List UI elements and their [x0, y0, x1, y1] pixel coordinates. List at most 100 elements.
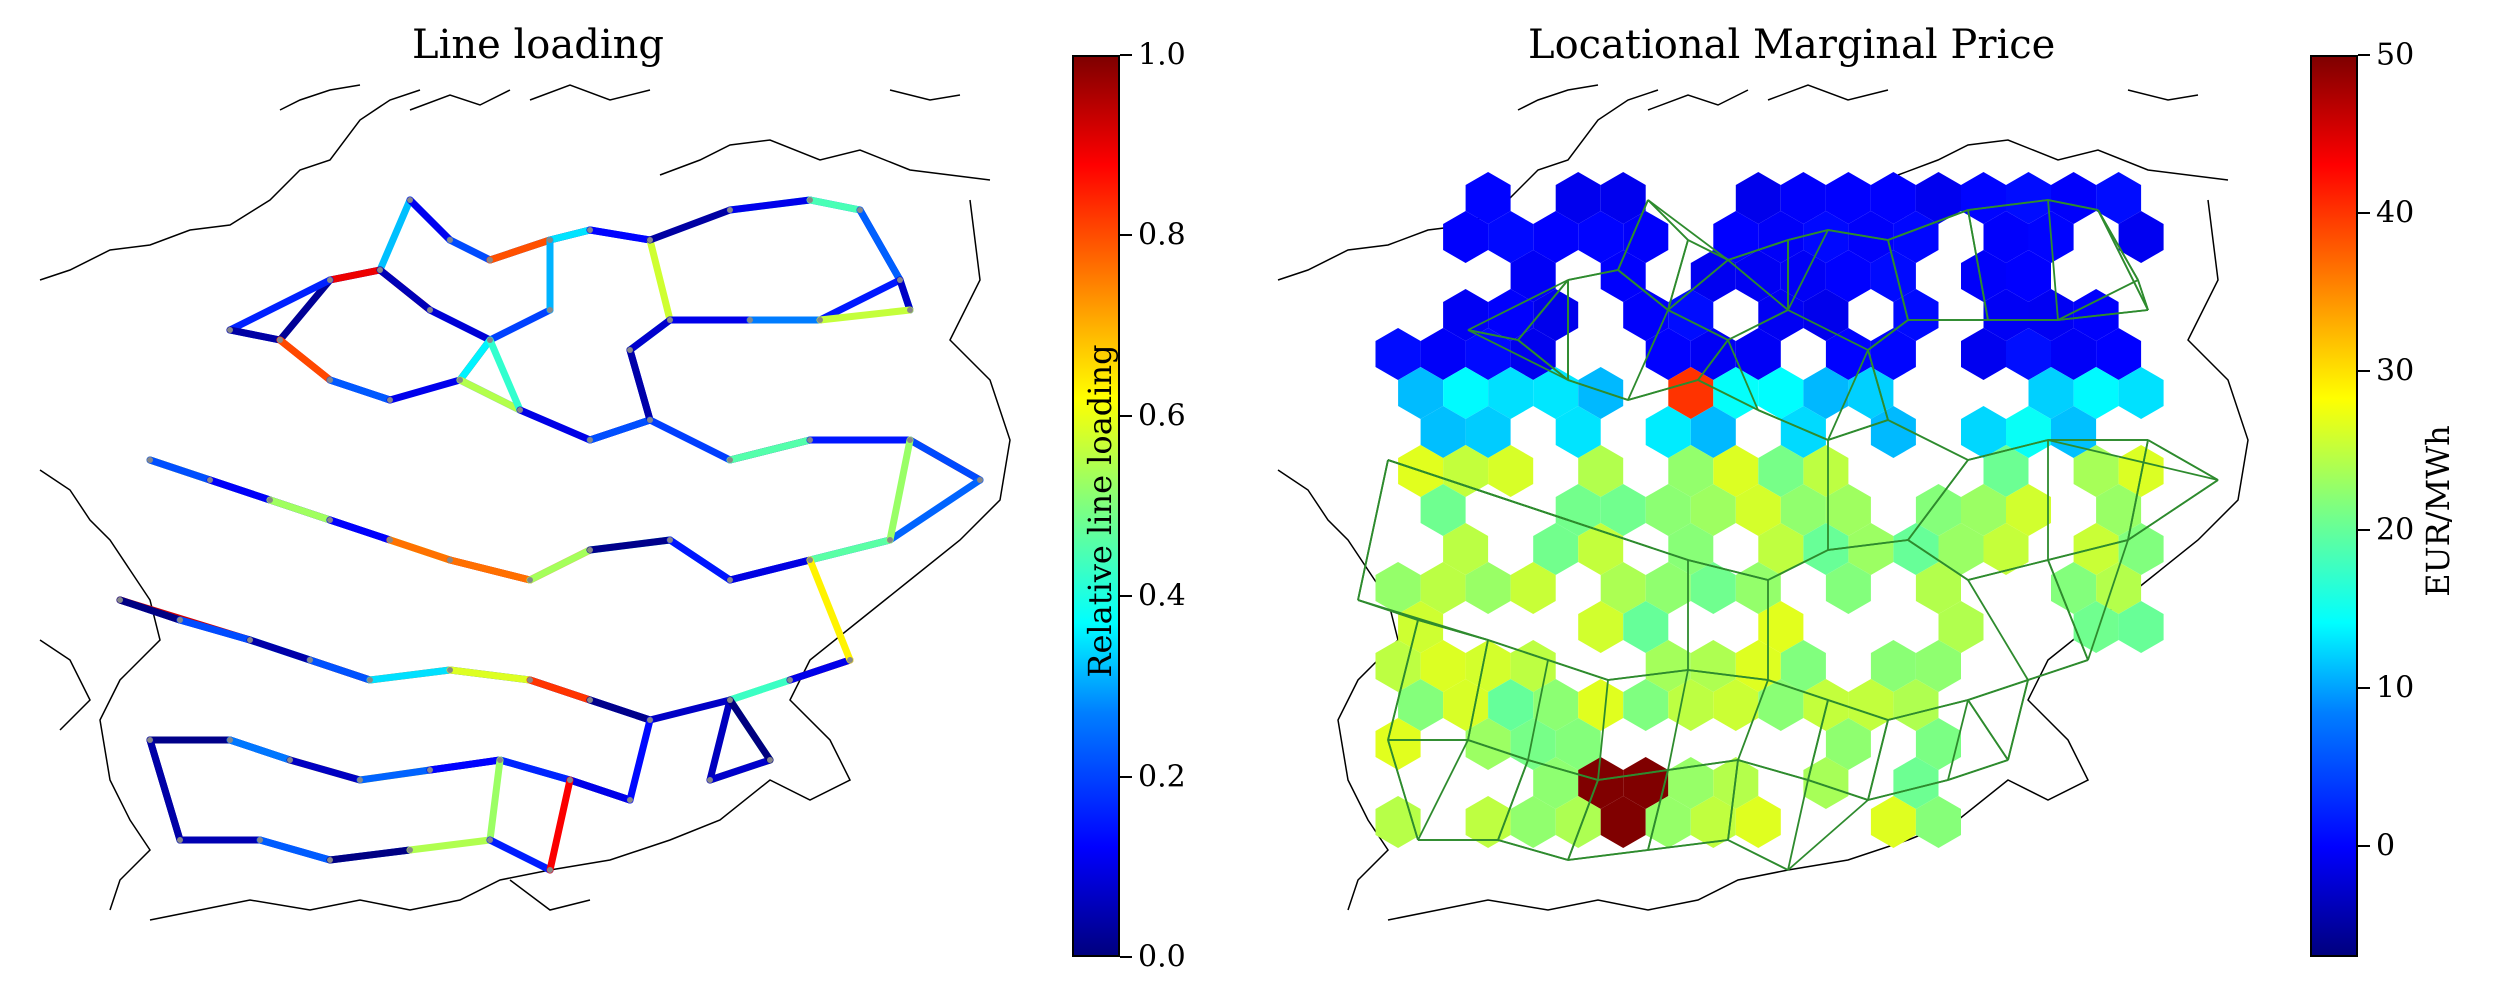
price-hexbin — [1825, 250, 1871, 302]
price-hexbin — [1488, 289, 1534, 341]
price-hexbin — [1578, 601, 1624, 653]
network-line — [1667, 309, 1729, 341]
price-hexbin — [1443, 367, 1489, 419]
price-hexbin — [1533, 289, 1579, 341]
price-hexbin — [1465, 328, 1511, 380]
transmission-line — [646, 206, 734, 244]
price-hexbin — [1488, 211, 1534, 263]
network-line — [1787, 309, 1869, 351]
network-line — [1647, 199, 1729, 261]
country-borders-left — [39, 84, 1011, 921]
network-line — [2007, 679, 2029, 761]
price-hexbin — [1870, 172, 1916, 224]
price-hexbin — [1533, 757, 1579, 809]
transmission-line — [726, 696, 774, 764]
colorbar-tick-label: 0.6 — [1138, 398, 1186, 434]
price-hexbin — [1623, 679, 1669, 731]
network-line — [1737, 759, 1809, 781]
network-line — [1887, 699, 1969, 721]
network-line — [1727, 839, 1789, 871]
price-hexbin — [1420, 484, 1466, 536]
price-hexbin — [1668, 757, 1714, 809]
transmission-line — [276, 336, 334, 384]
bus-node — [147, 737, 153, 743]
transmission-line — [116, 596, 184, 624]
price-hexbin — [2096, 172, 2142, 224]
bus-node — [487, 337, 493, 343]
transmission-line — [406, 836, 494, 854]
price-hexbin — [1780, 250, 1826, 302]
network-line — [2087, 539, 2129, 661]
lmp-colorbar-label: EUR/MWh — [2419, 425, 2457, 597]
bus-node — [747, 317, 753, 323]
network-line — [1967, 199, 2049, 211]
network-line — [1907, 539, 1969, 581]
bus-node — [227, 327, 233, 333]
bus-node — [307, 657, 313, 663]
price-hexbin — [1825, 718, 1871, 770]
bus-node — [547, 867, 553, 873]
price-hexbin — [1983, 445, 2029, 497]
bus-node — [627, 797, 633, 803]
price-hexbin — [1983, 211, 2029, 263]
colorbar-tick — [1120, 54, 1132, 56]
transmission-line — [206, 476, 274, 504]
network-line — [1787, 779, 1809, 871]
transmission-line — [426, 306, 494, 344]
colorbar-tick — [1120, 775, 1132, 778]
price-hexbin — [1690, 484, 1736, 536]
price-hexbin — [1780, 640, 1826, 692]
price-hexbin — [1938, 523, 1984, 575]
network-line — [1547, 659, 1609, 681]
colorbar-tick-label: 20 — [2376, 512, 2415, 548]
bus-node — [357, 777, 363, 783]
price-hexbin — [1915, 796, 1961, 848]
transmission-line — [546, 226, 594, 244]
transmission-line — [386, 376, 464, 404]
network-line — [1497, 839, 1569, 861]
price-hexbin — [1420, 406, 1466, 458]
bus-node — [897, 277, 903, 283]
bus-node — [667, 537, 673, 543]
transmission-line — [786, 656, 854, 684]
price-hexbin — [1758, 211, 1804, 263]
price-hexbin — [1893, 211, 1939, 263]
network-line — [1827, 229, 1889, 241]
network-line — [1357, 459, 1389, 601]
network-line — [1727, 759, 1739, 841]
price-hexbin — [1668, 445, 1714, 497]
network-line — [1787, 229, 1829, 241]
transmission-line — [816, 276, 904, 324]
price-hexbin — [2096, 484, 2142, 536]
transmission-line — [566, 776, 634, 804]
transmission-line — [726, 196, 814, 214]
price-hexbin — [1645, 328, 1691, 380]
colorbar-tick-label: 10 — [2376, 670, 2415, 706]
bus-node — [547, 307, 553, 313]
price-hexbin — [1488, 445, 1534, 497]
bus-node — [327, 377, 333, 383]
network-line — [1807, 779, 1869, 801]
price-hexbin — [1690, 406, 1736, 458]
network-line — [1737, 679, 1769, 761]
transmission-line — [626, 346, 654, 424]
bus-node — [727, 697, 733, 703]
lmp-map — [1277, 84, 2249, 921]
transmission-line — [586, 696, 654, 724]
bus-node — [247, 637, 253, 643]
colorbar-tick-label: 0 — [2376, 828, 2396, 864]
bus-node — [327, 857, 333, 863]
network-line — [1627, 309, 1669, 401]
transmission-line — [526, 546, 594, 584]
price-hexbin — [1803, 289, 1849, 341]
transmission-line — [496, 756, 574, 784]
bus-node — [727, 207, 733, 213]
transmission-line — [426, 756, 504, 774]
price-hexbin — [2073, 367, 2119, 419]
colorbar-tick — [1120, 956, 1132, 958]
price-hexbin — [1488, 679, 1534, 731]
price-hexbin — [1645, 796, 1691, 848]
price-hexbin — [1803, 757, 1849, 809]
transmission-line — [726, 676, 794, 704]
price-hexbin — [1578, 679, 1624, 731]
